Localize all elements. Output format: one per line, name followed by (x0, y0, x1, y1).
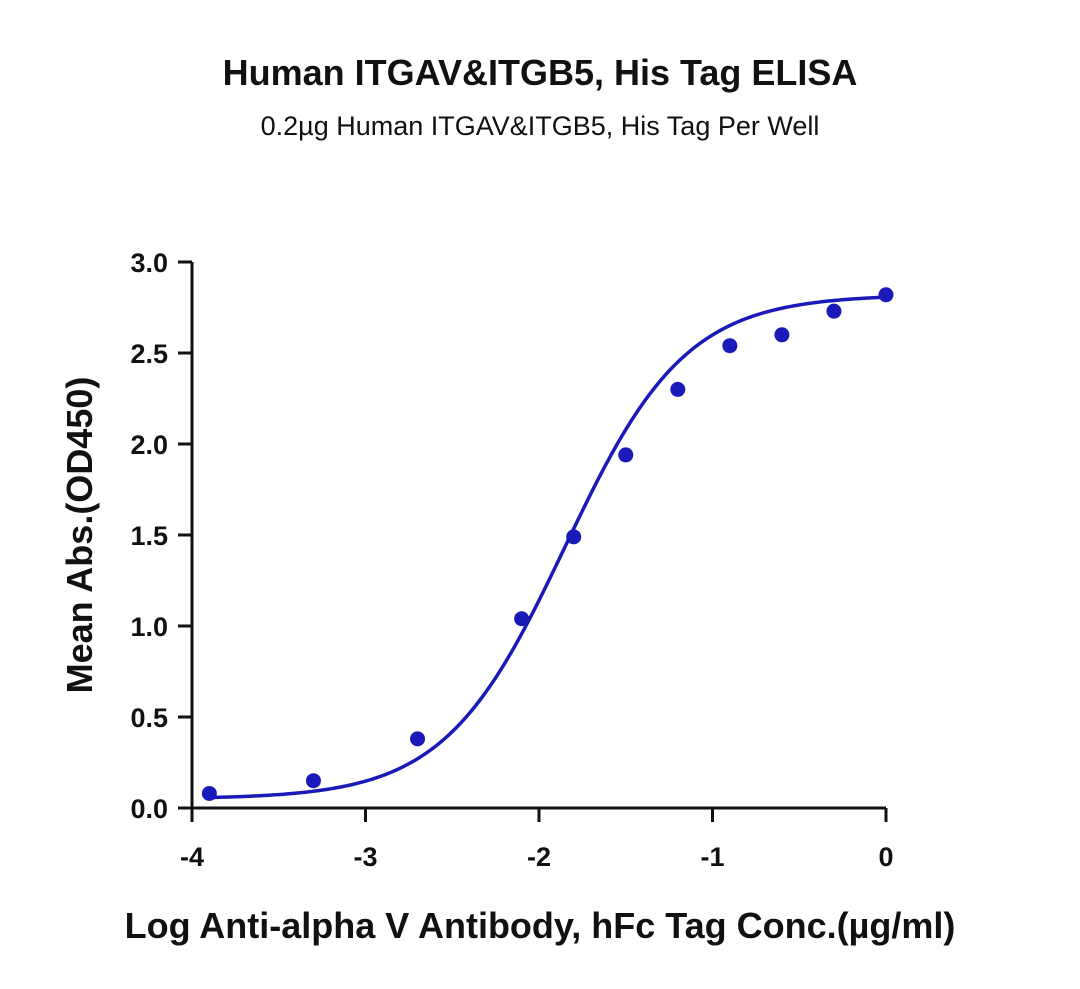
chart-subtitle: 0.2µg Human ITGAV&ITGB5, His Tag Per Wel… (261, 111, 820, 141)
x-tick-label: -4 (180, 842, 204, 872)
y-axis-label: Mean Abs.(OD450) (59, 377, 100, 694)
data-points (201, 287, 894, 801)
y-tick-label: 1.5 (130, 521, 168, 551)
y-tick-label: 0.5 (130, 703, 168, 733)
data-point (410, 731, 426, 747)
x-tick-label: -2 (527, 842, 551, 872)
data-point (774, 327, 790, 343)
data-point (878, 287, 894, 303)
data-point (514, 611, 530, 627)
data-point (826, 303, 842, 319)
y-tick-label: 2.5 (130, 339, 168, 369)
data-point (201, 785, 217, 801)
data-point (670, 381, 686, 397)
fit-curve (209, 295, 887, 800)
data-point (618, 447, 634, 463)
x-axis-label: Log Anti-alpha V Antibody, hFc Tag Conc.… (125, 905, 956, 946)
data-point (722, 338, 738, 354)
x-tick-label: -3 (353, 842, 377, 872)
chart-title: Human ITGAV&ITGB5, His Tag ELISA (223, 52, 858, 93)
y-ticks: 0.0 0.5 1.0 1.5 2.0 2.5 3.0 (130, 248, 192, 824)
data-point (305, 773, 321, 789)
data-point (566, 529, 582, 545)
plot-area: 0.0 0.5 1.0 1.5 2.0 2.5 3.0 -4 -3 -2 -1 0 (130, 248, 893, 872)
x-tick-label: -1 (700, 842, 724, 872)
x-tick-label: 0 (878, 842, 893, 872)
y-tick-label: 1.0 (130, 612, 168, 642)
x-ticks: -4 -3 -2 -1 0 (180, 808, 894, 872)
y-tick-label: 2.0 (130, 430, 168, 460)
y-tick-label: 0.0 (130, 794, 168, 824)
y-tick-label: 3.0 (130, 248, 168, 278)
